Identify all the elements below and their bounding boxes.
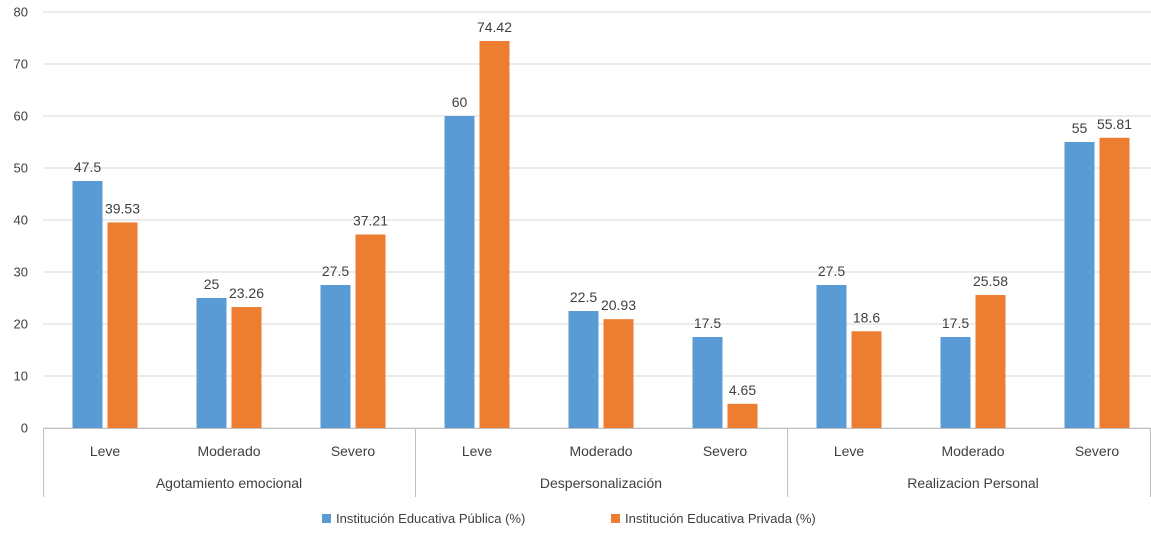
data-label-privada: 4.65 — [729, 382, 756, 398]
legend-swatch — [322, 514, 331, 523]
data-label-publica: 17.5 — [942, 315, 969, 331]
bar-privada — [107, 222, 138, 428]
data-labels: 47.5 25 27.5 60 22.5 17.5 27.5 17.5 55 39.53 23.26… — [74, 19, 1132, 398]
bar-publica — [444, 116, 475, 428]
legend-label: Institución Educativa Privada (%) — [625, 511, 816, 526]
bar-publica — [940, 337, 971, 428]
x-group-label: Despersonalización — [540, 475, 662, 491]
x-category-label: Leve — [462, 443, 493, 459]
y-tick-label: 40 — [14, 213, 28, 228]
data-label-publica: 17.5 — [694, 315, 721, 331]
y-tick-label: 20 — [14, 317, 28, 332]
x-category-label: Severo — [703, 443, 748, 459]
data-label-privada: 37.21 — [353, 213, 388, 229]
data-label-privada: 39.53 — [105, 200, 140, 216]
data-label-publica: 27.5 — [818, 263, 845, 279]
data-label-privada: 25.58 — [973, 273, 1008, 289]
bar-privada — [603, 319, 634, 428]
bar-privada — [975, 294, 1006, 428]
bar-privada — [355, 234, 386, 428]
data-label-publica: 60 — [452, 94, 468, 110]
y-tick-label: 70 — [14, 57, 28, 72]
data-label-privada: 55.81 — [1097, 116, 1132, 132]
data-label-privada: 20.93 — [601, 297, 636, 313]
y-tick-label: 50 — [14, 161, 28, 176]
data-label-publica: 27.5 — [322, 263, 349, 279]
bar-privada — [727, 403, 758, 428]
bar-publica — [568, 311, 599, 428]
bar-publica — [320, 285, 351, 428]
legend-swatch — [611, 514, 620, 523]
y-tick-label: 60 — [14, 109, 28, 124]
bar-privada — [479, 41, 510, 429]
bar-privada — [851, 331, 882, 428]
x-group-label: Realizacion Personal — [907, 475, 1039, 491]
legend: Institución Educativa Pública (%) Institu… — [322, 511, 816, 526]
y-tick-label: 80 — [14, 5, 28, 20]
gridlines — [43, 11, 1151, 429]
bar-publica — [816, 285, 847, 428]
legend-label: Institución Educativa Pública (%) — [336, 511, 525, 526]
data-label-privada: 74.42 — [477, 19, 512, 35]
data-label-publica: 47.5 — [74, 159, 101, 175]
bar-publica — [72, 181, 103, 428]
bars — [72, 41, 1130, 429]
x-category-label: Severo — [1075, 443, 1120, 459]
data-label-publica: 55 — [1072, 120, 1088, 136]
x-category-label: Leve — [90, 443, 121, 459]
bar-privada — [231, 307, 262, 428]
x-group-label: Agotamiento emocional — [156, 475, 302, 491]
x-category-label: Moderado — [197, 443, 260, 459]
bar-publica — [196, 298, 227, 428]
x-category-label: Moderado — [569, 443, 632, 459]
bar-privada — [1099, 137, 1130, 428]
data-label-publica: 25 — [204, 276, 220, 292]
y-axis-ticks: 0 10 20 30 40 50 60 70 80 — [14, 5, 28, 436]
data-label-privada: 18.6 — [853, 309, 880, 325]
bar-publica — [1064, 142, 1095, 428]
y-tick-label: 30 — [14, 265, 28, 280]
x-category-label: Moderado — [941, 443, 1004, 459]
data-label-privada: 23.26 — [229, 285, 264, 301]
bar-publica — [692, 337, 723, 428]
x-axis: Leve Moderado Severo Agotamiento emocional L… — [43, 428, 1151, 497]
y-tick-label: 0 — [21, 421, 28, 436]
y-tick-label: 10 — [14, 369, 28, 384]
x-category-label: Severo — [331, 443, 376, 459]
data-label-publica: 22.5 — [570, 289, 597, 305]
x-category-label: Leve — [834, 443, 865, 459]
